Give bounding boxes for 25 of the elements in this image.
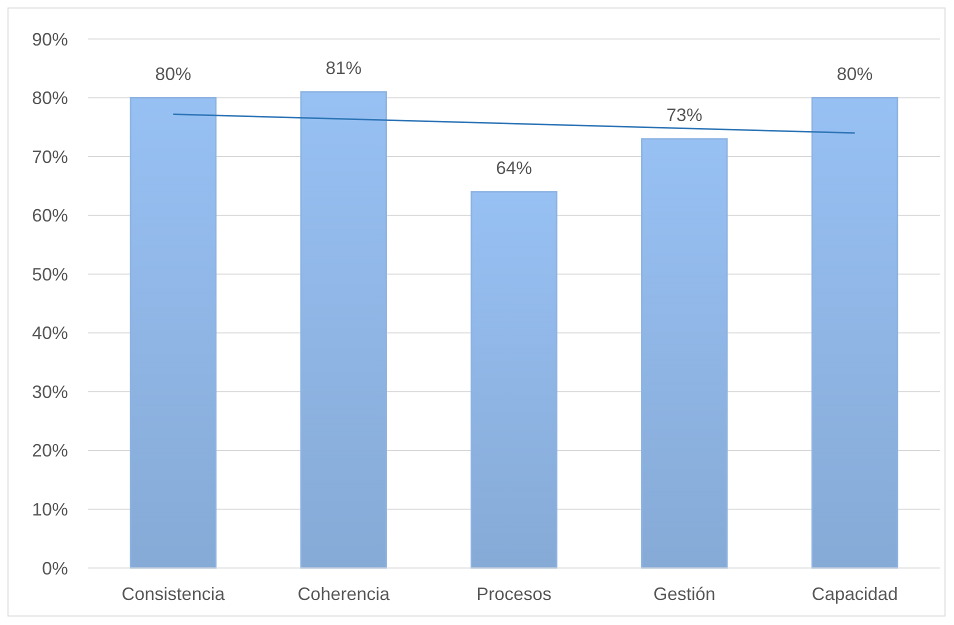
- x-tick-label: Procesos: [476, 584, 552, 604]
- data-label: 80%: [836, 64, 873, 84]
- y-tick-label: 20%: [32, 440, 68, 461]
- y-tick-label: 10%: [32, 500, 68, 520]
- x-tick-label: Coherencia: [298, 584, 391, 604]
- data-label: 64%: [496, 158, 532, 178]
- y-tick-label: 30%: [32, 382, 68, 402]
- bar: [470, 191, 558, 569]
- y-tick-label: 70%: [32, 146, 68, 167]
- y-tick-label: 90%: [32, 29, 68, 50]
- x-tick-label: Gestión: [653, 584, 716, 604]
- y-tick-label: 80%: [32, 88, 68, 108]
- data-label: 80%: [155, 64, 192, 84]
- x-tick-label: Consistencia: [122, 584, 226, 604]
- y-tick-label: 60%: [32, 206, 68, 226]
- bar: [641, 138, 728, 569]
- y-tick-label: 50%: [32, 264, 68, 284]
- y-tick-label: 0%: [42, 558, 68, 578]
- bar: [130, 97, 217, 569]
- data-label: 81%: [326, 58, 362, 78]
- y-tick-label: 40%: [32, 323, 68, 344]
- x-tick-label: Capacidad: [812, 584, 898, 604]
- bar: [811, 97, 898, 569]
- data-label: 73%: [666, 104, 702, 125]
- bar: [300, 91, 387, 569]
